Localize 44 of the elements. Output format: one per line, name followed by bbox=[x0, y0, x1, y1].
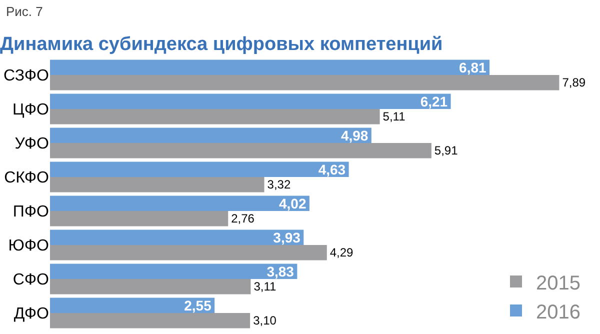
data-label: 2,76 bbox=[231, 212, 255, 226]
data-label: 3,10 bbox=[253, 314, 277, 328]
bar bbox=[50, 128, 372, 143]
data-label: 3,32 bbox=[267, 178, 291, 192]
bar bbox=[50, 264, 298, 279]
data-label: 4,29 bbox=[330, 246, 354, 260]
legend-label: 2016 bbox=[536, 301, 580, 324]
data-label: 4,63 bbox=[318, 161, 346, 178]
data-label: 2,55 bbox=[184, 297, 212, 314]
y-tick-label: ЮФО bbox=[8, 238, 49, 255]
bar bbox=[50, 177, 264, 192]
data-label: 6,81 bbox=[459, 59, 486, 76]
bar bbox=[50, 279, 251, 294]
bar bbox=[50, 94, 451, 109]
bar bbox=[50, 60, 490, 75]
y-tick-label: ЦФО bbox=[12, 102, 49, 119]
y-tick-label: ПФО bbox=[12, 204, 49, 221]
bar bbox=[50, 143, 432, 158]
y-tick-label: СФО bbox=[12, 272, 49, 289]
bar bbox=[50, 75, 560, 90]
data-label: 3,93 bbox=[273, 229, 301, 246]
data-label: 4,02 bbox=[278, 195, 306, 212]
data-label: 3,11 bbox=[254, 280, 276, 294]
y-tick-label: УФО bbox=[14, 136, 49, 153]
y-tick-label: ДФО bbox=[14, 306, 49, 323]
bar bbox=[50, 298, 215, 313]
bar bbox=[50, 230, 304, 245]
text: Рис. 7 bbox=[6, 4, 43, 19]
data-label: 3,83 bbox=[266, 263, 294, 280]
bar bbox=[50, 245, 327, 260]
y-tick-label: СЗФО bbox=[4, 68, 49, 85]
data-label: 4,98 bbox=[340, 127, 368, 144]
data-label: 5,11 bbox=[382, 110, 406, 124]
bar bbox=[50, 313, 250, 328]
chart-title: Динамика субиндекса цифровых компетенций bbox=[0, 34, 443, 56]
y-tick-label: СКФО bbox=[4, 170, 49, 187]
bar bbox=[50, 162, 349, 177]
bar bbox=[50, 211, 228, 226]
data-label: 6,21 bbox=[420, 93, 448, 110]
data-label: 7,89 bbox=[562, 76, 586, 90]
data-label: 5,91 bbox=[434, 144, 458, 158]
bar bbox=[50, 196, 310, 211]
bar bbox=[50, 109, 380, 124]
legend-label: 2015 bbox=[536, 272, 580, 294]
